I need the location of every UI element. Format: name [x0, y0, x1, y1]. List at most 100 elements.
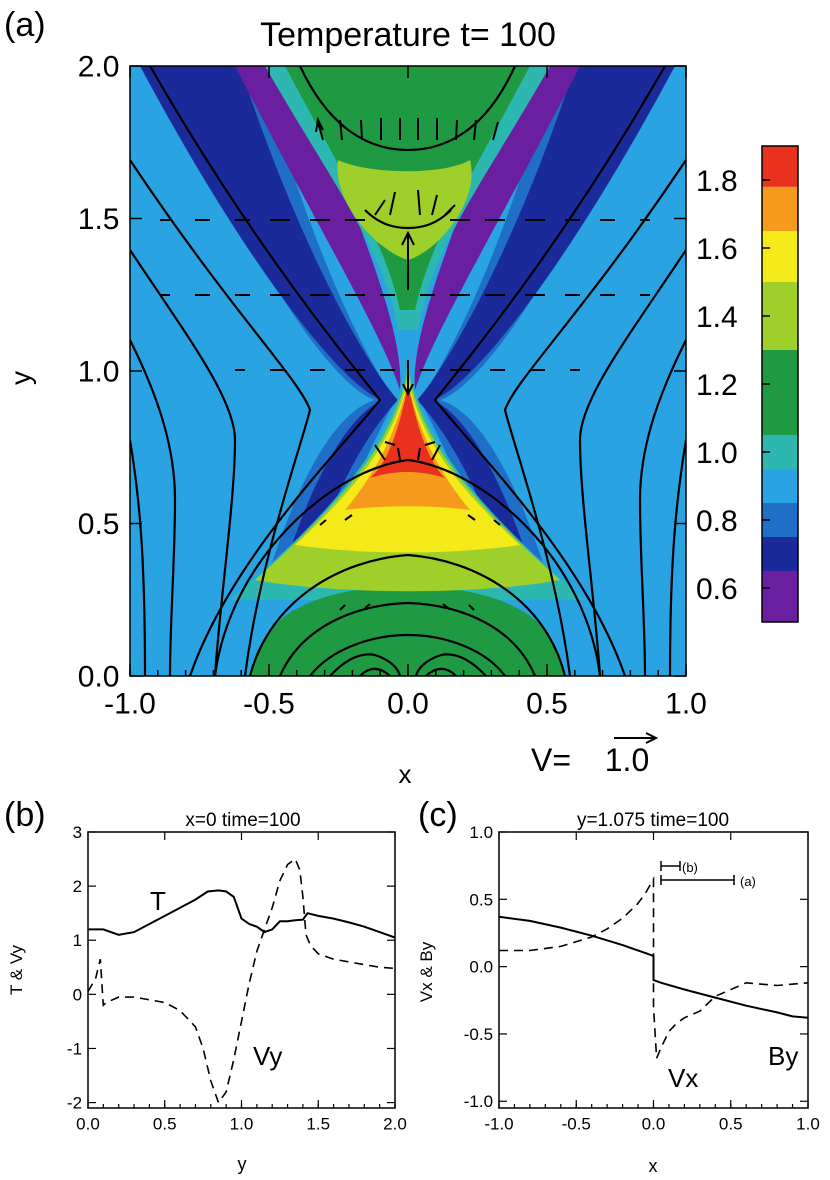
- colorbar-tick-labels: 0.6 0.8 1.0 1.2 1.4 1.6 1.8: [696, 165, 738, 606]
- velocity-dash-row: [319, 514, 501, 526]
- annotation-Vy: Vy: [253, 1041, 282, 1071]
- panel-a-ylabel: y: [5, 371, 36, 385]
- field-line: [130, 249, 237, 676]
- colorbar: [761, 145, 799, 623]
- velocity-arrow: [360, 119, 363, 141]
- panel-b-title: x=0 time=100: [185, 810, 300, 831]
- colorbar-tick-label: 1.6: [696, 233, 738, 266]
- y-tick-label: 2: [73, 877, 82, 896]
- velocity-arrow: [339, 119, 343, 141]
- velocity-scale-value: 1.0: [605, 742, 649, 778]
- field-line: [425, 667, 457, 676]
- velocity-arrows: [315, 116, 499, 461]
- panel-c-xlabel: x: [649, 1156, 658, 1176]
- panel-a-letter: (a): [4, 6, 46, 44]
- x-tick-label: 1.0: [230, 1114, 254, 1133]
- series-line-Vx: [499, 876, 808, 1059]
- temperature-region-1.8: [370, 385, 445, 478]
- velocity-arrow: [473, 119, 477, 141]
- field-line: [299, 66, 517, 152]
- panel-b-ticks: [87, 831, 396, 1108]
- y-tick-label: 0.5: [469, 890, 493, 909]
- field-line: [668, 439, 686, 676]
- range-label-b: (b): [682, 860, 698, 875]
- velocity-arrow: [402, 360, 414, 397]
- colorbar-tick-label: 1.0: [696, 437, 738, 470]
- colorbar-segment: [762, 571, 798, 622]
- field-line: [329, 653, 402, 676]
- field-line: [130, 339, 177, 676]
- velocity-arrow: [384, 441, 436, 446]
- y-tick-label: 3: [73, 823, 82, 842]
- range-label-a: (a): [740, 874, 756, 889]
- panel-c-letter: (c): [418, 796, 458, 834]
- panel-b-ylabel: T & Vy: [7, 944, 26, 995]
- range-marker-a: [660, 875, 735, 885]
- x-tick-label: -1.0: [484, 1114, 513, 1133]
- panel-b-letter: (b): [4, 796, 46, 834]
- field-line: [130, 439, 147, 676]
- field-line: [638, 339, 686, 676]
- x-tick-label: 1.5: [306, 1114, 330, 1133]
- velocity-arrow: [492, 121, 499, 141]
- velocity-arrow: [455, 119, 458, 141]
- panel-c-tick-labels: -1.0 -0.5 0.0 0.5 1.0 -1.0 -0.5 0.0 0.5 1.0: [464, 823, 820, 1133]
- y-tick-label: -2: [67, 1094, 82, 1113]
- colorbar-segment: [762, 537, 798, 571]
- panel-b-frame: [87, 831, 396, 1109]
- velocity-scale-arrow: [614, 732, 659, 744]
- temperature-region-1.1-bottom: [250, 585, 565, 676]
- x-tick-label: 0.5: [526, 688, 568, 721]
- y-tick-label: 0.0: [78, 661, 120, 694]
- x-tick-label: 0.0: [76, 1114, 100, 1133]
- annotation-Vx: Vx: [668, 1063, 698, 1093]
- field-line: [248, 553, 567, 676]
- x-tick-label: 1.0: [665, 688, 707, 721]
- velocity-arrow: [374, 444, 441, 461]
- range-markers: [660, 861, 735, 885]
- panel-c-title: y=1.075 time=100: [577, 810, 729, 831]
- y-tick-label: 1: [73, 931, 82, 950]
- field-lines: [130, 66, 686, 676]
- field-line: [364, 209, 452, 230]
- panel-c-ylabel: Vx & By: [417, 941, 436, 1002]
- colorbar-segment: [762, 231, 798, 282]
- field-line: [130, 159, 312, 676]
- velocity-dashes: [160, 219, 650, 611]
- colorbar-tick-label: 0.8: [696, 505, 738, 538]
- field-line: [213, 458, 602, 676]
- colorbar-segment: [762, 186, 798, 231]
- panel-a-xlabel: x: [399, 759, 412, 789]
- y-tick-label: 1.0: [78, 356, 120, 389]
- field-line: [149, 66, 382, 676]
- x-tick-label: 0.5: [719, 1114, 743, 1133]
- y-tick-label: 0.0: [469, 958, 493, 977]
- colorbar-segment: [762, 401, 798, 435]
- field-line: [359, 667, 391, 676]
- field-line: [309, 633, 506, 676]
- colorbar-tick-label: 0.6: [696, 573, 738, 606]
- field-line: [278, 601, 537, 676]
- velocity-arrow: [401, 230, 415, 290]
- x-tick-label: 2.0: [383, 1114, 407, 1133]
- x-tick-label: -0.5: [243, 688, 295, 721]
- field-line: [578, 249, 686, 676]
- y-tick-label: 0: [73, 985, 82, 1004]
- panel-b-tick-labels: 0.0 0.5 1.0 1.5 2.0 -2 -1 0 1 2 3: [67, 823, 407, 1133]
- panel-a-ticks: [129, 65, 687, 677]
- annotation-By: By: [768, 1041, 798, 1071]
- x-tick-label: -1.0: [104, 688, 156, 721]
- y-tick-label: -0.5: [464, 1025, 493, 1044]
- x-tick-label: 1.0: [796, 1114, 820, 1133]
- panel-a-heatmap: [130, 66, 686, 676]
- panel-a-tick-labels: -1.0 -0.5 0.0 0.5 1.0 0.0 0.5 1.0 1.5 2.0: [78, 51, 707, 721]
- series-line-T: [88, 889, 395, 939]
- colorbar-segment: [762, 350, 798, 401]
- velocity-arrow: [315, 116, 324, 141]
- y-tick-label: 1.5: [78, 203, 120, 236]
- range-marker-b: [660, 861, 681, 871]
- field-line: [433, 66, 666, 676]
- field-line: [414, 653, 487, 676]
- colorbar-tick-label: 1.4: [696, 301, 738, 334]
